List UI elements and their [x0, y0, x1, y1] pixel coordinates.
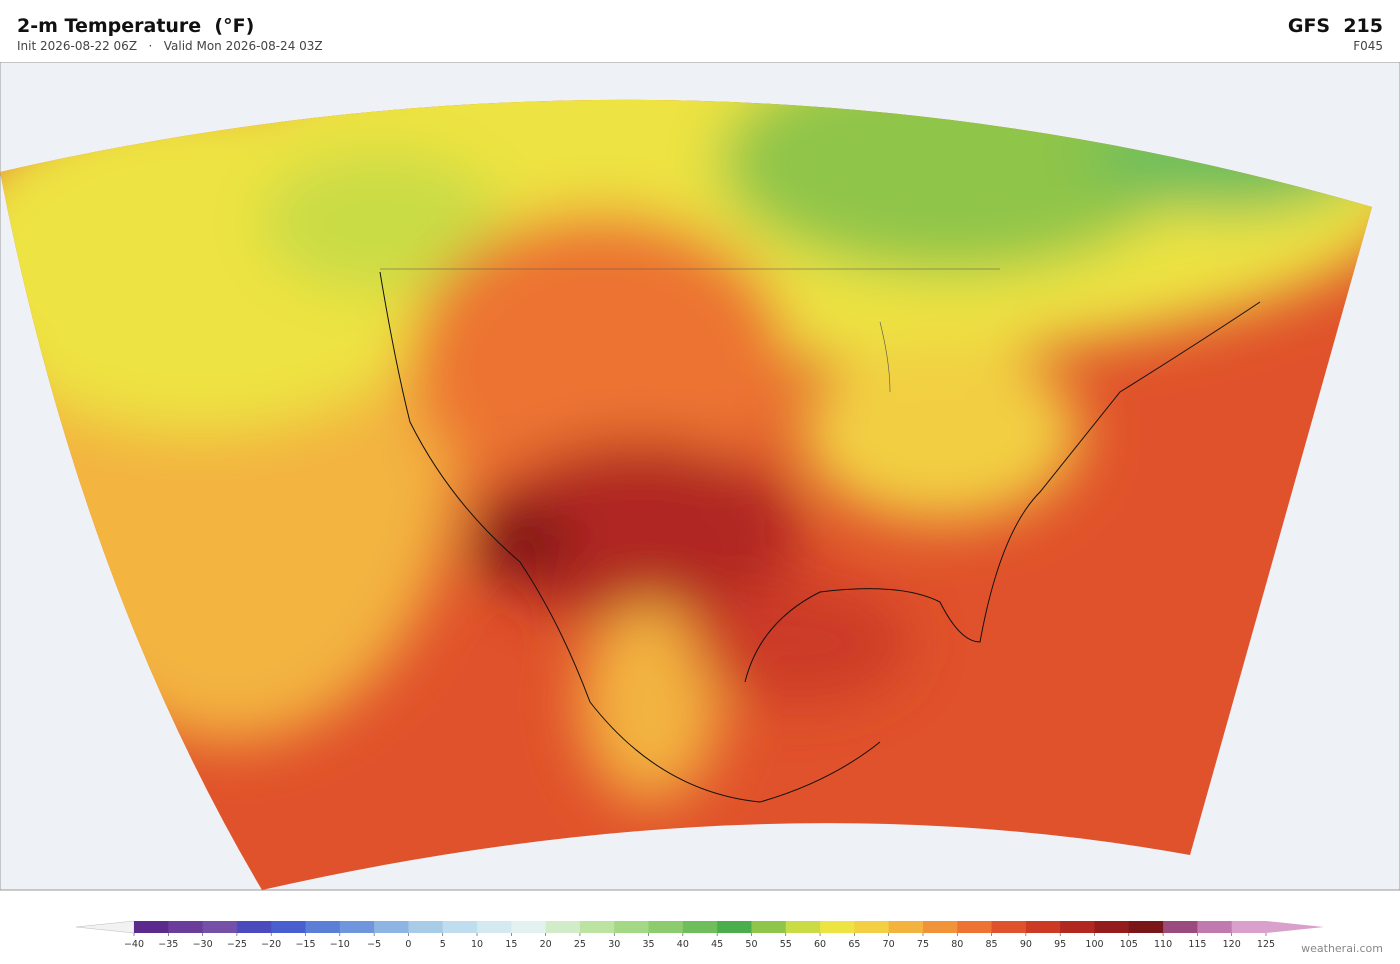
colorbar-tick-label: −10	[330, 939, 350, 950]
colorbar-tick-label: 100	[1085, 939, 1103, 950]
colorbar-tick-label: 70	[883, 939, 895, 950]
colorbar-tick-label: 5	[440, 939, 446, 950]
colorbar-segment	[511, 921, 547, 933]
colorbar-tick-label: 85	[986, 939, 998, 950]
colorbar-segment	[751, 921, 787, 933]
colorbar-tick-label: −5	[367, 939, 381, 950]
colorbar-tick-label: 110	[1154, 939, 1172, 950]
field-blob	[410, 212, 790, 512]
temperature-field	[0, 99, 1372, 890]
colorbar-segment	[820, 921, 855, 933]
colorbar-tick-label: 10	[471, 939, 483, 950]
colorbar-tick-label: 0	[405, 939, 411, 950]
colorbar-segment	[579, 921, 615, 933]
colorbar-tick-label: 55	[780, 939, 792, 950]
colorbar-tick-label: 95	[1054, 939, 1066, 950]
colorbar-segment	[1094, 921, 1130, 933]
colorbar-tick-label: −30	[193, 939, 213, 950]
colorbar-segment	[1025, 921, 1061, 933]
field-blob	[800, 342, 1080, 522]
colorbar-tick-label: −20	[261, 939, 281, 950]
field-blob	[260, 152, 500, 292]
colorbar-segment	[339, 921, 375, 933]
colorbar-segment	[442, 921, 478, 933]
colorbar-under	[75, 920, 135, 934]
map-title: 2-m Temperature (°F)	[17, 15, 255, 37]
colorbar-segment	[614, 921, 650, 933]
field-blob	[690, 582, 910, 702]
colorbar-tick-label: −40	[124, 939, 144, 950]
colorbar-segment	[408, 921, 444, 933]
forecast-hour: F045	[1353, 39, 1383, 53]
colorbar-segment	[785, 921, 821, 933]
colorbar-segment	[1231, 921, 1267, 933]
colorbar-tick-label: −15	[295, 939, 315, 950]
colorbar-segment	[717, 921, 752, 933]
colorbar-tick-label: −35	[158, 939, 178, 950]
run-info: Init 2026-08-22 06Z · Valid Mon 2026-08-…	[17, 39, 323, 53]
colorbar-tick-label: 50	[745, 939, 757, 950]
colorbar-tick-label: 30	[608, 939, 620, 950]
coastline	[379, 271, 1261, 803]
field-blob	[470, 502, 570, 582]
colorbar-tick-label: 65	[848, 939, 860, 950]
model-name: GFS 215	[1287, 15, 1383, 37]
colorbar-segment	[477, 921, 512, 933]
colorbar-segment	[922, 921, 958, 933]
colorbar-segment	[957, 921, 993, 933]
credit: weatherai.com	[1301, 942, 1383, 955]
colorbar-tick-label: 105	[1120, 939, 1138, 950]
colorbar-segment	[305, 921, 341, 933]
colorbar-over	[1266, 921, 1324, 933]
colorbar-segment	[991, 921, 1027, 933]
colorbar-tick-label: 120	[1223, 939, 1241, 950]
colorbar-tick-label: 75	[917, 939, 929, 950]
colorbar-segment	[1060, 921, 1095, 933]
colorbar-tick-label: 15	[505, 939, 517, 950]
map	[0, 62, 1400, 891]
colorbar-tick-label: 90	[1020, 939, 1032, 950]
colorbar-segment	[648, 921, 684, 933]
border-line	[380, 268, 1000, 393]
colorbar-segment	[236, 921, 272, 933]
colorbar-segment	[168, 921, 204, 933]
colorbar-segment	[682, 921, 718, 933]
colorbar-segment	[202, 921, 238, 933]
colorbar-tick-label: 25	[574, 939, 586, 950]
field-blob	[580, 602, 720, 802]
colorbar-segment	[1197, 921, 1233, 933]
colorbar-tick-label: 45	[711, 939, 723, 950]
colorbar-tick-label: −25	[227, 939, 247, 950]
colorbar-segment	[134, 921, 169, 933]
field-blob	[480, 442, 800, 622]
colorbar: −40 −35 −30 −25 −20 −15 −10 −5 0 5 10 15 20 25 30 35 40 4…	[75, 920, 1324, 950]
colorbar-tick-label: 20	[540, 939, 552, 950]
colorbar-segment	[374, 921, 409, 933]
colorbar-tick-label: 125	[1257, 939, 1275, 950]
colorbar-segment	[1163, 921, 1198, 933]
colorbar-tick-label: 115	[1188, 939, 1206, 950]
colorbar-segment	[854, 921, 890, 933]
colorbar-segment	[1128, 921, 1164, 933]
colorbar-tick-label: 40	[677, 939, 689, 950]
colorbar-segment	[888, 921, 924, 933]
colorbar-tick-label: 80	[951, 939, 963, 950]
colorbar-segment	[271, 921, 307, 933]
colorbar-segment	[545, 921, 581, 933]
colorbar-tick-label: 60	[814, 939, 826, 950]
colorbar-tick-label: 35	[642, 939, 654, 950]
